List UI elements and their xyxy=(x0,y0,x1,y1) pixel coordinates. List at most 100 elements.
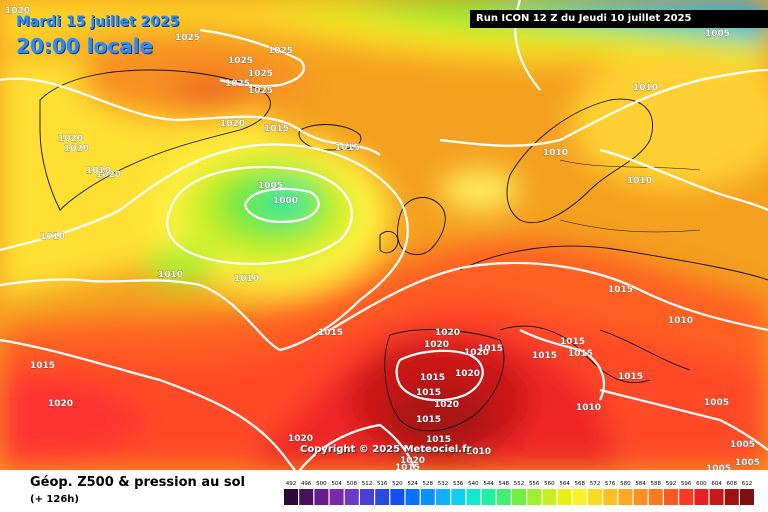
forecast-lead-time: (+ 126h) xyxy=(30,494,79,505)
isobar-label: 1005 xyxy=(705,29,730,39)
isobar-label: 1015 xyxy=(30,361,55,371)
isobar-label: 1015 xyxy=(560,337,585,347)
legend-swatch xyxy=(329,489,344,505)
isobar-label: 1010 xyxy=(633,83,658,93)
isobar-label: 1010 xyxy=(466,447,491,457)
isobar-label: 1010 xyxy=(576,403,601,413)
isobar-label: 1015 xyxy=(395,463,420,470)
isobar-label: 1020 xyxy=(96,170,121,180)
isobar-label: 1020 xyxy=(455,369,480,379)
isobar-label: 1015 xyxy=(420,373,445,383)
isobar-label: 1020 xyxy=(5,6,30,16)
legend-tick-label: 524 xyxy=(407,481,418,487)
isobar-1005 xyxy=(166,165,353,266)
isobar-label: 1020 xyxy=(288,434,313,444)
legend-tick-label: 596 xyxy=(681,481,692,487)
legend-tick-label: 568 xyxy=(575,481,586,487)
legend-swatch xyxy=(557,489,572,505)
isobar-label: 1015 xyxy=(618,372,643,382)
isobar-labels: 1020 1025 1025 1025 1025 1025 1025 1020 … xyxy=(5,6,760,470)
isobar-label: 1000 xyxy=(273,196,298,206)
coastlines xyxy=(39,69,768,432)
isobar-label: 1010 xyxy=(668,316,693,326)
legend-swatch xyxy=(466,489,481,505)
legend-swatch xyxy=(724,489,739,505)
isobar-label: 1020 xyxy=(464,348,489,358)
isobar-1015-europe xyxy=(329,261,768,332)
isobar-label: 1015 xyxy=(335,143,360,153)
legend-swatch xyxy=(512,489,526,505)
legend-tick-label: 592 xyxy=(666,481,677,487)
isobar-label: 1015 xyxy=(264,124,289,134)
isobar-1015-south xyxy=(0,338,296,470)
legend-tick-label: 572 xyxy=(590,481,601,487)
legend-swatch xyxy=(679,489,694,505)
isobar-1015-south-iberia xyxy=(299,423,417,470)
isobar-1005-east xyxy=(599,388,768,451)
isobar-label: 1015 xyxy=(416,415,441,425)
legend-swatch xyxy=(618,489,633,505)
legend-tick-label: 528 xyxy=(423,481,434,487)
legend-swatch xyxy=(603,489,618,505)
isobar-label: 1025 xyxy=(268,46,293,56)
legend-tick-label: 512 xyxy=(362,481,373,487)
legend-tick-label: 584 xyxy=(635,481,646,487)
legend-swatches xyxy=(284,489,754,505)
isobar-1020 xyxy=(0,77,381,156)
isobar-label: 1010 xyxy=(40,232,65,242)
isobar-label: 1020 xyxy=(64,144,89,154)
legend-swatch xyxy=(648,489,663,505)
isobar-label: 1010 xyxy=(158,270,183,280)
isobar-label: 1005 xyxy=(258,181,283,191)
legend-swatch xyxy=(694,489,709,505)
legend-swatch xyxy=(436,489,450,505)
iberia-coast xyxy=(384,329,505,432)
legend-swatch xyxy=(633,489,648,505)
isobar-label: 1020 xyxy=(400,456,425,466)
british-isles-coast xyxy=(397,197,446,256)
legend-swatch xyxy=(360,489,374,505)
isobar-label: 1010 xyxy=(543,148,568,158)
legend-swatch xyxy=(420,489,435,505)
map-parameter-title: Géop. Z500 & pression au sol xyxy=(30,475,245,490)
isobar-label: 1015 xyxy=(568,349,593,359)
legend-tick-label: 504 xyxy=(331,481,342,487)
legend-tick-label: 556 xyxy=(529,481,540,487)
legend-tick-label: 544 xyxy=(483,481,494,487)
forecast-time: 20:00 locale xyxy=(16,34,153,58)
legend-tick-label: 496 xyxy=(301,481,312,487)
legend-tick-label: 508 xyxy=(347,481,358,487)
legend-swatch xyxy=(284,489,298,505)
legend-tick-label: 520 xyxy=(392,481,403,487)
legend-tick-label: 516 xyxy=(377,481,388,487)
legend-tick-label: 604 xyxy=(711,481,722,487)
legend-swatch xyxy=(451,489,466,505)
scandinavia-coast xyxy=(506,98,654,224)
legend-tick-label: 560 xyxy=(544,481,555,487)
legend-swatch xyxy=(481,489,496,505)
isobar-label: 1020 xyxy=(434,400,459,410)
isobar-1020-iberia xyxy=(395,349,484,402)
isobar-label: 1015 xyxy=(608,285,633,295)
isobar-label: 1020 xyxy=(48,399,73,409)
legend-tick-label: 500 xyxy=(316,481,327,487)
isobar-label: 1005 xyxy=(735,458,760,468)
legend-swatch xyxy=(709,489,724,505)
isobar-label: 1025 xyxy=(248,69,273,79)
isobar-1015-alps xyxy=(519,329,605,401)
legend-tick-label: 608 xyxy=(727,481,738,487)
isobar-label: 1020 xyxy=(220,119,245,129)
legend-tick-label: 580 xyxy=(620,481,631,487)
map-area: 1020 1025 1025 1025 1025 1025 1025 1020 … xyxy=(0,0,768,470)
model-run-label: Run ICON 12 Z du Jeudi 10 juillet 2025 xyxy=(470,10,768,28)
isobar-1000 xyxy=(243,187,320,223)
borders xyxy=(559,159,701,233)
isobar-label: 1015 xyxy=(416,388,441,398)
isobar-label: 1015 xyxy=(532,351,557,361)
legend-tick-label: 588 xyxy=(651,481,662,487)
isobar-1010-north xyxy=(439,68,768,147)
isobar-1005-north xyxy=(514,0,541,91)
isobar-label: 1020 xyxy=(58,134,83,144)
ireland-coast xyxy=(379,231,399,254)
